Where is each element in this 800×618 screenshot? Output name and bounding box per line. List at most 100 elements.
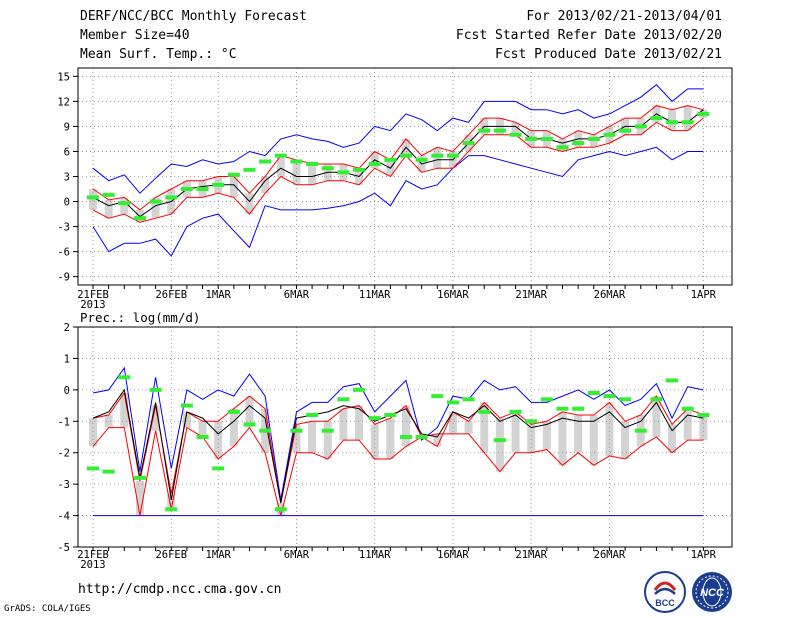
observed-marker: [556, 145, 569, 150]
y-tick-label: 3: [64, 172, 70, 184]
observed-marker: [493, 128, 506, 133]
observed-marker: [118, 375, 131, 380]
bcc-logo-text: BCC: [655, 598, 675, 608]
range-box: [89, 418, 97, 447]
range-box: [448, 411, 457, 434]
x-tick-label: 1APR: [691, 289, 717, 301]
forecast-period: For 2013/02/21-2013/04/01: [526, 9, 722, 24]
observed-marker: [619, 397, 632, 402]
range-box: [511, 122, 520, 135]
observed-marker: [274, 507, 287, 512]
x-tick-label: 1MAR: [206, 549, 232, 561]
ncc-logo-text: NCC: [700, 587, 725, 599]
observed-marker: [196, 435, 209, 439]
y-tick-label: 12: [57, 96, 70, 108]
chart-title: DERF/NCC/BCC Monthly Forecast: [80, 9, 307, 24]
x-tick-label: 16MAR: [437, 549, 469, 561]
observed-marker: [118, 201, 131, 206]
observed-marker: [446, 153, 459, 158]
observed-marker: [493, 438, 506, 443]
observed-marker: [603, 132, 616, 137]
x-tick-sublabel: 2013: [80, 299, 105, 311]
x-tick-label: 21FEB: [77, 289, 109, 301]
range-box: [292, 424, 301, 453]
range-box: [668, 109, 677, 131]
observed-marker: [133, 475, 146, 480]
observed-marker: [212, 466, 225, 471]
x-tick-label: 11MAR: [359, 289, 391, 301]
y-tick-label: 6: [64, 146, 70, 158]
observed-marker: [525, 419, 538, 424]
series-lower-line: [92, 117, 704, 223]
observed-marker: [431, 153, 444, 158]
observed-marker: [525, 136, 538, 141]
x-tick-label: 26MAR: [594, 289, 626, 301]
range-box: [167, 493, 176, 510]
observed-marker: [180, 187, 193, 192]
variable-label: Mean Surf. Temp.: °C: [80, 47, 237, 62]
observed-marker: [666, 378, 679, 383]
range-box: [261, 176, 270, 194]
observed-marker: [509, 409, 522, 414]
range-box: [308, 421, 317, 453]
observed-marker: [681, 406, 694, 411]
observed-marker: [290, 159, 303, 164]
range-box: [621, 421, 630, 459]
range-box: [339, 408, 348, 441]
series-max-line: [92, 366, 704, 500]
range-box: [151, 197, 160, 219]
y-tick-label: -9: [57, 272, 70, 284]
observed-marker: [697, 413, 710, 417]
observed-marker: [634, 428, 647, 433]
observed-marker: [259, 159, 272, 164]
x-tick-label: 11MAR: [359, 549, 391, 561]
observed-marker: [306, 161, 319, 166]
series-max-line: [92, 84, 704, 194]
x-tick-label: 21FEB: [77, 549, 109, 561]
observed-marker: [509, 132, 522, 137]
range-box: [605, 402, 614, 456]
observed-marker: [259, 428, 272, 433]
range-box: [495, 418, 504, 472]
y-tick-label: -6: [57, 247, 70, 259]
observed-marker: [321, 166, 334, 171]
observed-marker: [274, 153, 287, 158]
observed-marker: [368, 416, 381, 421]
observed-marker: [462, 141, 475, 146]
observed-marker: [196, 187, 209, 192]
observed-marker: [540, 136, 553, 141]
x-tick-label: 1MAR: [206, 289, 232, 301]
start-date: Fcst Started Refer Date 2013/02/20: [455, 28, 722, 43]
range-box: [308, 163, 317, 185]
observed-marker: [431, 394, 444, 399]
produced-date: Fcst Produced Date 2013/02/21: [495, 47, 722, 62]
observed-marker: [587, 136, 600, 141]
range-box: [355, 405, 364, 441]
observed-marker: [337, 397, 350, 402]
range-box: [229, 408, 238, 447]
range-box: [276, 155, 285, 177]
range-box: [245, 193, 254, 215]
x-tick-label: 1APR: [691, 549, 717, 561]
x-tick-label: 26FEB: [155, 289, 187, 301]
range-box: [511, 411, 520, 453]
range-box: [683, 408, 692, 441]
observed-marker: [400, 435, 412, 439]
website-url[interactable]: http://cmdp.ncc.cma.gov.cn: [78, 582, 282, 597]
observed-marker: [87, 195, 99, 200]
observed-marker: [540, 397, 553, 402]
observed-marker: [368, 161, 381, 166]
range-box: [589, 415, 598, 466]
observed-marker: [306, 413, 319, 417]
range-box: [652, 396, 661, 437]
observed-marker: [227, 409, 240, 414]
series-upper-line: [92, 105, 704, 211]
range-box: [574, 415, 583, 453]
series-mean-line: [92, 388, 704, 504]
observed-marker: [384, 157, 397, 162]
observed-marker: [102, 192, 115, 197]
range-box: [558, 411, 567, 466]
x-tick-label: 21MAR: [515, 289, 547, 301]
observed-marker: [321, 428, 334, 433]
range-box: [589, 134, 598, 148]
